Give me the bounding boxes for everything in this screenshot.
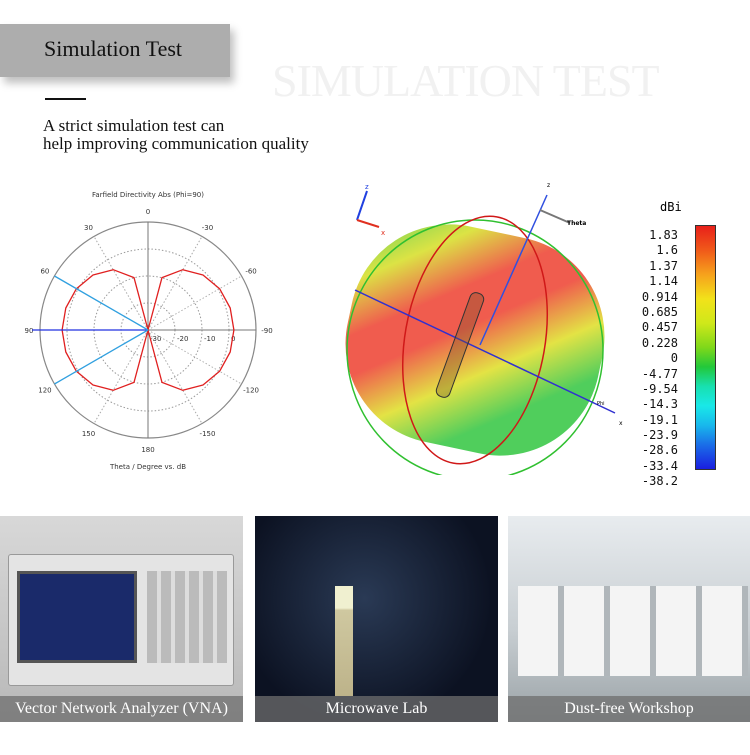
orientation-triad-icon: z x — [356, 183, 385, 237]
colorbar-tick: 0.228 — [641, 335, 678, 350]
angle-tick-label: 120 — [38, 387, 51, 395]
colorbar-tick: 0.457 — [641, 320, 678, 335]
photo-dust-free-workshop: Dust-free Workshop — [508, 516, 750, 722]
pattern-body — [345, 224, 605, 456]
colorbar-unit: dBi — [660, 200, 682, 214]
polar-spoke — [147, 275, 242, 331]
antenna-stand — [335, 586, 353, 696]
polar-spoke — [147, 236, 203, 331]
section-title: Simulation Test — [44, 36, 183, 61]
photo-caption: Vector Network Analyzer (VNA) — [0, 696, 243, 722]
description-line: help improving communication quality — [43, 134, 309, 153]
angle-tick-label: -150 — [200, 430, 216, 438]
photo-caption: Microwave Lab — [255, 696, 498, 722]
radial-tick-label: -10 — [204, 335, 215, 343]
3d-radiation-pattern: Theta z x Phi z x — [345, 182, 623, 475]
colorbar-tick: 0.914 — [641, 289, 678, 304]
colorbar-tick: 0 — [670, 351, 678, 366]
angle-tick-label: -90 — [261, 327, 272, 335]
description-line: A strict simulation test can — [43, 116, 225, 135]
photo-vna: Vector Network Analyzer (VNA) — [0, 516, 243, 722]
colorbar-tick: -9.54 — [641, 381, 678, 396]
polar-chart: Farfield Directivity Abs (Phi=90) -30 -20… — [25, 191, 273, 471]
section-title-box: Simulation Test — [0, 24, 230, 77]
colorbar-tick: 1.6 — [656, 243, 678, 258]
radial-tick-label: -30 — [150, 335, 161, 343]
angle-tick-label: -60 — [245, 268, 256, 276]
angle-tick-label: -30 — [202, 224, 213, 232]
phi-label: Phi — [597, 401, 605, 407]
chart-xlabel: Theta / Degree vs. dB — [109, 463, 186, 471]
chart-title: Farfield Directivity Abs (Phi=90) — [92, 191, 204, 199]
angle-tick-label: -120 — [243, 387, 259, 395]
angle-tick-label: 180 — [141, 446, 154, 454]
divider — [45, 98, 86, 100]
beamwidth-line — [54, 275, 149, 331]
colorbar-tick: 1.14 — [649, 274, 678, 289]
z-label: z — [547, 182, 550, 189]
angle-tick-label: 30 — [84, 224, 93, 232]
angle-tick-label: 0 — [146, 208, 150, 216]
watermark-text: SIMULATION TEST — [272, 55, 660, 106]
green-ring — [346, 219, 604, 475]
polar-spoke — [93, 236, 149, 331]
smt-machines — [518, 586, 748, 676]
colorbar-tick: -33.4 — [641, 458, 678, 473]
colorbar-tick: -4.77 — [641, 366, 678, 381]
radial-tick-label: -20 — [177, 335, 188, 343]
triad-z-label: z — [365, 183, 369, 191]
colorbar-tick: -19.1 — [641, 412, 678, 427]
vna-screen — [17, 571, 137, 663]
colorbar-labels: 1.83 1.6 1.37 1.14 0.914 0.685 0.457 0.228 0 -4.7… — [628, 228, 678, 490]
colorbar-tick: -38.2 — [641, 474, 678, 489]
colorbar-tick: -28.6 — [641, 443, 678, 458]
beamwidth-line — [54, 329, 149, 385]
colorbar — [695, 225, 716, 470]
polar-spoke — [93, 329, 149, 424]
colorbar-tick: 1.83 — [649, 228, 678, 242]
vna-keypad — [147, 571, 227, 663]
triad-x-label: x — [381, 229, 385, 237]
colorbar-tick: 1.37 — [649, 258, 678, 273]
x-axis-line — [354, 289, 616, 414]
x-label: x — [619, 420, 623, 427]
z-axis-line — [479, 194, 548, 346]
antenna-model — [435, 292, 485, 398]
photo-microwave-lab: Microwave Lab — [255, 516, 498, 722]
angle-tick-label: 60 — [40, 268, 49, 276]
angle-tick-label: 90 — [25, 327, 34, 335]
colorbar-tick: -14.3 — [641, 397, 678, 412]
polar-spoke — [147, 329, 203, 424]
red-ring — [401, 215, 549, 465]
radial-tick-label: 0 — [231, 335, 235, 343]
colorbar-tick: 0.685 — [641, 304, 678, 319]
vna-device — [8, 554, 234, 686]
theta-arrow-icon — [539, 209, 571, 224]
photo-caption: Dust-free Workshop — [508, 696, 750, 722]
description: A strict simulation test can help improv… — [43, 117, 309, 153]
colorbar-tick: -23.9 — [641, 428, 678, 443]
angle-tick-label: 150 — [82, 430, 95, 438]
polar-spoke — [147, 329, 242, 385]
theta-label: Theta — [567, 220, 586, 227]
